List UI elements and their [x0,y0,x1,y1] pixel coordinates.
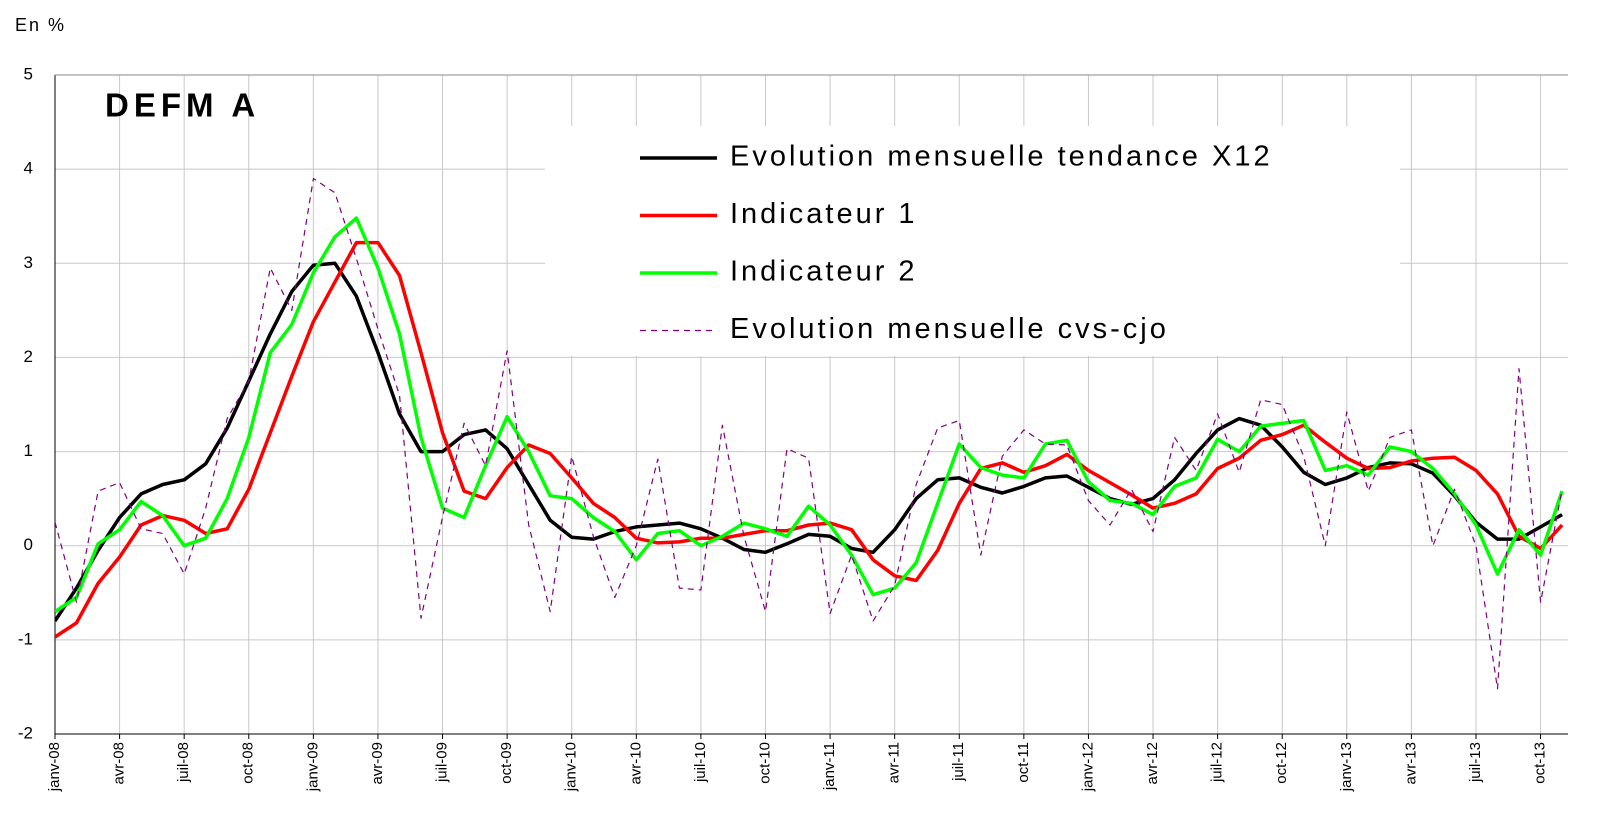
x-tick-label: avr-08 [111,742,128,785]
legend-label: Indicateur 2 [730,256,918,288]
x-tick-label: juil-10 [692,742,709,783]
chart-title: DEFM A [105,87,260,124]
y-axis-label: En % [15,15,66,35]
series-line [55,261,1563,622]
x-tick-label: janv-10 [563,742,580,792]
series-line [55,178,1563,690]
x-tick-label: avr-12 [1144,742,1161,785]
y-tick-label: 5 [24,64,33,83]
x-tick-label: oct-08 [240,742,257,784]
y-tick-label: 3 [24,253,33,272]
x-tick-label: oct-11 [1015,742,1032,783]
x-tick-label: oct-13 [1532,742,1549,784]
series-line [55,240,1564,639]
legend-label: Evolution mensuelle cvs-cjo [730,313,1169,345]
x-tick-label: oct-12 [1273,742,1290,784]
x-tick-label: oct-10 [756,742,773,784]
y-tick-label: -2 [18,723,33,742]
x-tick-label: avr-11 [886,742,903,783]
y-tick-label: 4 [24,159,33,178]
x-tick-label: avr-13 [1402,742,1419,785]
y-tick-label: 1 [24,441,33,460]
x-tick-label: janv-09 [304,742,321,792]
x-tick-label: avr-09 [369,742,386,785]
x-tick-label: juil-13 [1467,742,1484,783]
x-tick-label: juil-12 [1209,742,1226,783]
x-tick-label: avr-10 [627,742,644,785]
x-tick-label: juil-11 [950,742,967,782]
x-tick-label: juil-08 [175,742,192,783]
x-tick-label: janv-13 [1338,742,1355,792]
legend-box [545,126,1400,356]
x-tick-label: juil-09 [434,742,451,783]
legend-label: Evolution mensuelle tendance X12 [730,141,1273,173]
y-tick-label: 2 [24,347,33,366]
series-line [55,216,1564,614]
x-tick-label: janv-08 [46,742,63,792]
x-tick-label: oct-09 [498,742,515,784]
y-tick-label: 0 [24,535,33,554]
x-tick-label: janv-12 [1079,742,1096,792]
x-tick-label: janv-11 [821,742,838,791]
y-tick-label: -1 [18,629,33,648]
legend-label: Indicateur 1 [730,198,918,230]
